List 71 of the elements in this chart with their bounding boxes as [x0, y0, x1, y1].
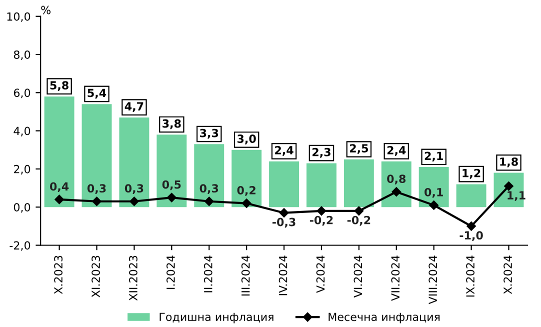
data-label: 0,3 — [87, 184, 106, 194]
y-axis-title: % — [41, 6, 51, 14]
bar — [156, 134, 187, 208]
x-tick-label: XII.2023 — [129, 256, 138, 301]
data-label: 0,5 — [162, 180, 181, 190]
x-tick-label: XI.2023 — [92, 256, 100, 298]
data-label: 0,2 — [237, 186, 256, 196]
legend-label: Годишна инфлация — [160, 312, 274, 324]
point — [279, 208, 289, 218]
data-label: 5,8 — [50, 81, 68, 91]
data-label: 3,0 — [237, 134, 256, 144]
data-label: -0,2 — [347, 216, 370, 226]
data-label: -0,3 — [272, 218, 296, 228]
bar — [119, 117, 150, 208]
x-tick-label: IV.2024 — [278, 256, 288, 296]
data-label: 2,1 — [424, 152, 443, 162]
y-tick-label: 8,0 — [14, 50, 30, 60]
x-tick-label: III.2024 — [241, 256, 250, 296]
data-label: 1,8 — [500, 157, 518, 168]
point — [92, 196, 102, 206]
data-label: 2,3 — [312, 148, 330, 158]
data-label: 0,3 — [124, 184, 144, 194]
bar — [82, 104, 112, 208]
data-label: 2,5 — [350, 144, 368, 154]
x-tick-label: X.2023 — [54, 256, 63, 294]
bar — [306, 163, 336, 208]
data-label: 5,4 — [88, 88, 106, 99]
bar — [194, 144, 224, 208]
y-tick-label: 10,0 — [7, 12, 30, 22]
point — [204, 196, 214, 206]
x-tick-label: X.2024 — [504, 256, 512, 294]
point — [392, 187, 402, 196]
bar — [44, 96, 74, 208]
data-label: 4,7 — [124, 102, 144, 112]
point — [54, 194, 64, 204]
data-label: -1,0 — [460, 231, 483, 241]
x-tick-label: VII.2024 — [391, 256, 400, 301]
data-label: -0,2 — [310, 216, 333, 226]
data-label: 2,4 — [387, 146, 406, 156]
x-tick-label: II.2024 — [204, 256, 212, 292]
x-tick-label: I.2024 — [166, 256, 175, 289]
x-tick-label: IX.2024 — [466, 256, 475, 297]
point — [466, 222, 476, 231]
y-tick-label: 4,0 — [14, 126, 30, 136]
bar — [269, 161, 300, 208]
y-tick-label: -2,0 — [10, 241, 30, 251]
data-label: 0,3 — [200, 184, 218, 194]
point — [354, 206, 364, 216]
legend-label: Месечна инфлация — [328, 312, 440, 324]
data-label: 2,4 — [275, 146, 294, 156]
bar — [344, 159, 374, 208]
point — [429, 200, 438, 210]
data-label: 0,1 — [424, 188, 443, 198]
bar — [381, 161, 412, 208]
y-tick-label: 6,0 — [14, 88, 30, 98]
data-label: 3,8 — [162, 119, 181, 130]
bar — [232, 150, 262, 208]
point — [167, 192, 176, 202]
y-tick-label: 2,0 — [14, 164, 30, 174]
point — [130, 196, 139, 206]
y-tick-label: 0,0 — [14, 203, 30, 213]
data-label: 1,2 — [462, 168, 480, 179]
data-label: 0,8 — [387, 174, 406, 184]
data-label: 3,3 — [200, 128, 218, 139]
point — [242, 198, 252, 208]
bar — [456, 184, 486, 208]
x-tick-label: VI.2024 — [354, 256, 362, 298]
x-tick-label: V.2024 — [316, 256, 325, 293]
point — [316, 206, 326, 216]
x-tick-label: VIII.2024 — [428, 256, 438, 304]
data-label: 0,4 — [50, 182, 69, 192]
